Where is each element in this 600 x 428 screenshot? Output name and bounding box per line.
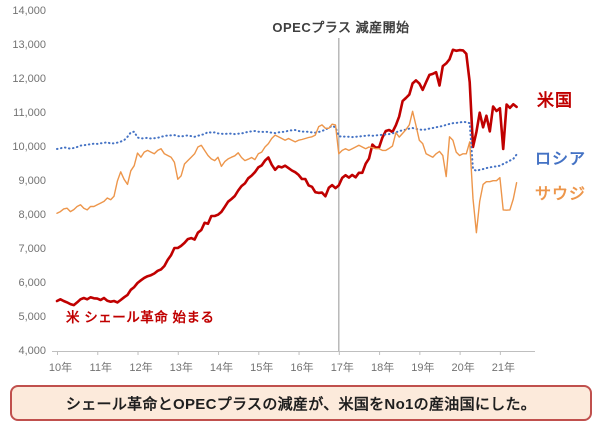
series-label-russia: ロシア [535, 151, 587, 168]
caption-banner: シェール革命とOPECプラスの減産が、米国をNo1の産油国にした。 [10, 385, 592, 421]
x-tick-label: 18年 [370, 362, 395, 374]
x-tick-label: 21年 [491, 362, 515, 374]
y-tick-label: 12,000 [12, 73, 46, 85]
y-tick-label: 8,000 [18, 209, 46, 221]
x-tick-label: 16年 [290, 362, 314, 374]
saudi-line [56, 110, 518, 234]
us-line [55, 48, 518, 307]
y-tick-label: 9,000 [18, 175, 46, 187]
y-tick-label: 6,000 [18, 277, 46, 289]
series-label-saudi: サウジ [535, 186, 587, 203]
production-line-chart [52, 38, 535, 355]
x-tick-label: 12年 [129, 362, 153, 374]
caption-text: シェール革命とOPECプラスの減産が、米国をNo1の産油国にした。 [65, 395, 537, 413]
y-tick-label: 11,000 [13, 107, 46, 119]
x-tick-label: 20年 [451, 362, 475, 374]
y-tick-label: 14,000 [12, 5, 46, 17]
y-tick-label: 13,000 [12, 39, 46, 51]
annotation-opec-cut: OPECプラス 減産開始 [272, 20, 410, 35]
x-tick-label: 10年 [48, 362, 73, 374]
x-tick-label: 19年 [411, 362, 435, 374]
x-tick-label: 11年 [89, 362, 112, 374]
annotation-shale-revolution: 米 シェール革命 始まる [66, 310, 215, 325]
y-tick-label: 4,000 [18, 345, 46, 357]
y-tick-label: 10,000 [12, 141, 46, 153]
series-label-usa: 米国 [537, 91, 573, 110]
russia-line [56, 120, 518, 172]
y-tick-label: 7,000 [18, 243, 46, 255]
x-tick-label: 14年 [209, 362, 234, 374]
x-tick-label: 13年 [169, 362, 193, 374]
x-tick-label: 17年 [330, 362, 354, 374]
y-tick-label: 5,000 [18, 311, 46, 323]
x-tick-label: 15年 [250, 362, 274, 374]
